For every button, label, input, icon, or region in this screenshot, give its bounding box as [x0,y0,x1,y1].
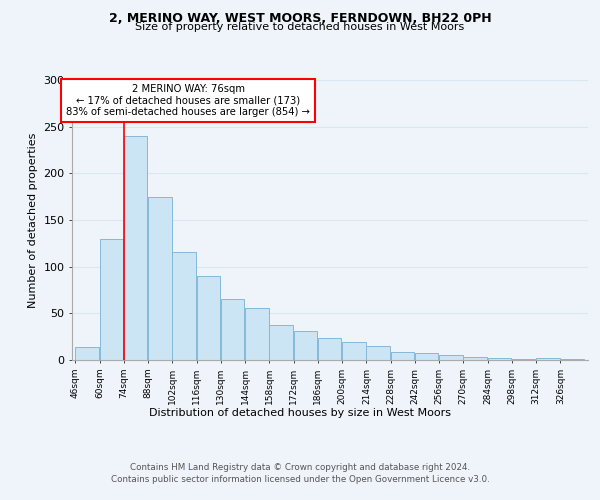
Bar [391,352,414,360]
Bar [293,331,317,360]
Bar [221,300,244,360]
Text: Distribution of detached houses by size in West Moors: Distribution of detached houses by size … [149,408,451,418]
Bar [536,358,560,360]
Y-axis label: Number of detached properties: Number of detached properties [28,132,38,308]
Text: Size of property relative to detached houses in West Moors: Size of property relative to detached ho… [136,22,464,32]
Bar [269,326,293,360]
Bar [148,196,172,360]
Bar [488,358,511,360]
Bar [76,347,99,360]
Bar [172,252,196,360]
Bar [415,352,439,360]
Bar [439,356,463,360]
Bar [124,136,148,360]
Bar [100,238,123,360]
Bar [245,308,269,360]
Text: Contains HM Land Registry data © Crown copyright and database right 2024.
Contai: Contains HM Land Registry data © Crown c… [110,462,490,484]
Bar [197,276,220,360]
Bar [367,346,390,360]
Text: 2 MERINO WAY: 76sqm
← 17% of detached houses are smaller (173)
83% of semi-detac: 2 MERINO WAY: 76sqm ← 17% of detached ho… [66,84,310,117]
Bar [512,359,535,360]
Bar [463,357,487,360]
Bar [318,338,341,360]
Bar [342,342,365,360]
Text: 2, MERINO WAY, WEST MOORS, FERNDOWN, BH22 0PH: 2, MERINO WAY, WEST MOORS, FERNDOWN, BH2… [109,12,491,26]
Bar [560,359,584,360]
